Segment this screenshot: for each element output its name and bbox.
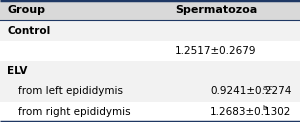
- Text: Control: Control: [8, 25, 51, 36]
- Text: ELV: ELV: [8, 66, 28, 76]
- Text: from left epididymis: from left epididymis: [18, 86, 123, 97]
- Bar: [0, 61, 300, 81]
- Text: 1.2683±0.1302: 1.2683±0.1302: [210, 107, 291, 117]
- Text: a,c: a,c: [262, 85, 273, 91]
- Text: Spermatozoa: Spermatozoa: [175, 5, 257, 15]
- Bar: [0, 81, 300, 102]
- Text: 0.9241±0.2274: 0.9241±0.2274: [210, 86, 291, 97]
- Text: 1.2517±0.2679: 1.2517±0.2679: [175, 46, 257, 56]
- Bar: [0, 20, 300, 41]
- Text: b: b: [262, 105, 267, 111]
- Bar: [0, 41, 300, 61]
- Text: from right epididymis: from right epididymis: [18, 107, 130, 117]
- Bar: [0, 0, 300, 20]
- Bar: [0, 102, 300, 122]
- Text: Group: Group: [8, 5, 46, 15]
